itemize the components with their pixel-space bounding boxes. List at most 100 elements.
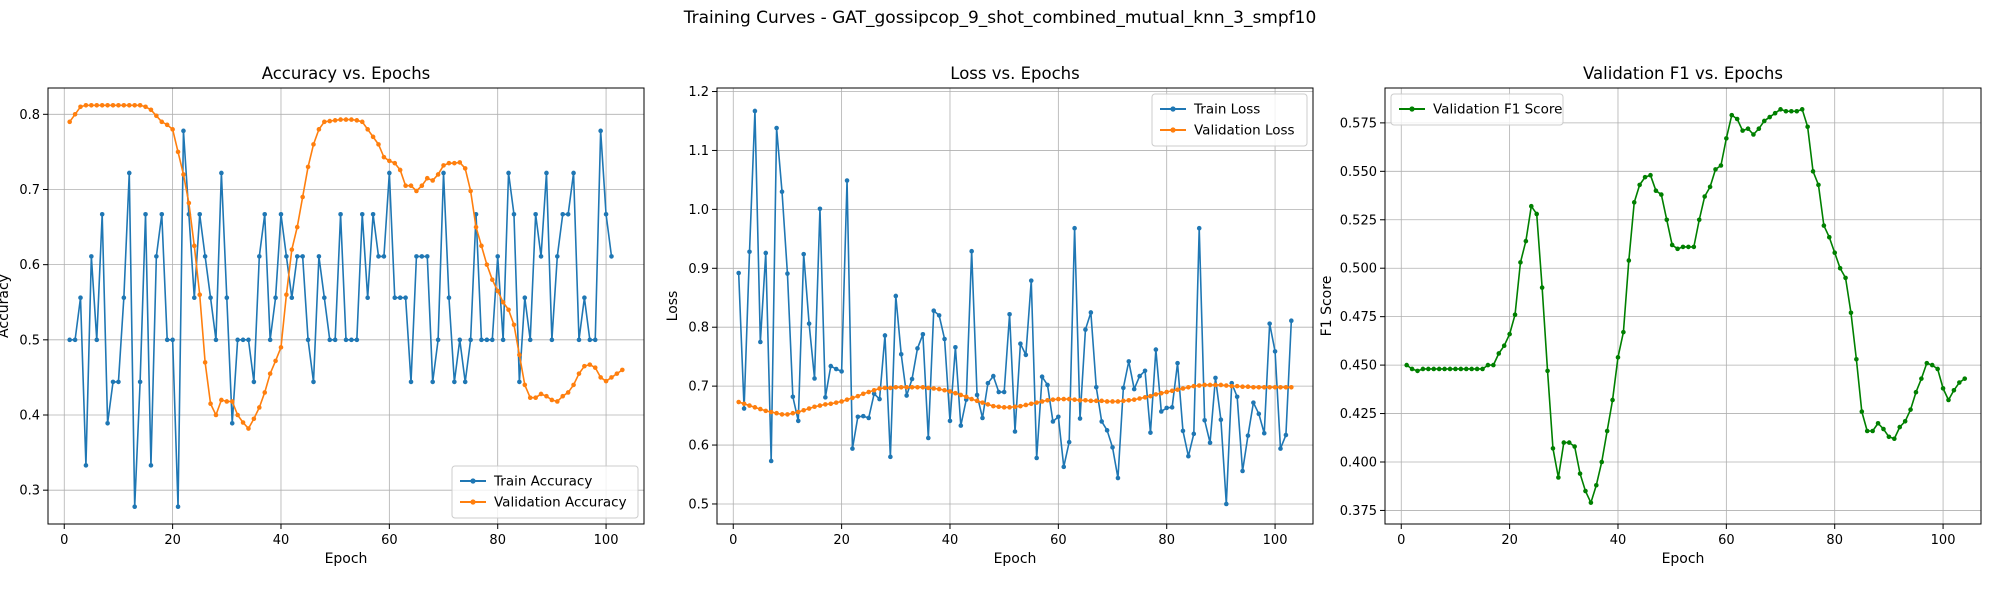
validation-accuracy-point bbox=[78, 104, 83, 110]
validation-f1-score-point bbox=[1615, 355, 1621, 360]
train-accuracy-point bbox=[202, 254, 208, 259]
accuracy-x-tick-label: 40 bbox=[273, 533, 290, 548]
validation-loss-point bbox=[1039, 399, 1045, 404]
loss-series bbox=[736, 108, 1294, 507]
validation-f1-score-point bbox=[1415, 368, 1420, 374]
validation-f1-score-point bbox=[1713, 167, 1718, 172]
validation-accuracy-point bbox=[154, 113, 159, 119]
validation-accuracy-point bbox=[83, 102, 89, 108]
validation-loss-point bbox=[1050, 397, 1056, 402]
accuracy-y-tick-label: 0.4 bbox=[19, 409, 40, 424]
validation-loss-point bbox=[806, 406, 812, 411]
loss-x-tick-label: 20 bbox=[833, 533, 850, 548]
validation-accuracy-point bbox=[571, 382, 576, 388]
validation-loss-point bbox=[1007, 405, 1012, 410]
loss-y-tick-label: 1.1 bbox=[688, 144, 709, 159]
validation-f1-score-point bbox=[1680, 244, 1686, 250]
train-loss-point bbox=[1104, 428, 1110, 433]
train-accuracy-point bbox=[598, 128, 603, 134]
validation-loss-point bbox=[936, 386, 942, 392]
validation-accuracy-point bbox=[452, 160, 457, 166]
validation-loss-point bbox=[953, 390, 958, 396]
validation-f1-score-point bbox=[1908, 407, 1913, 412]
validation-loss-point bbox=[1186, 385, 1191, 390]
validation-loss-point bbox=[1148, 393, 1153, 399]
validation-accuracy-point bbox=[208, 401, 213, 407]
train-accuracy-point bbox=[316, 254, 322, 259]
validation-accuracy-point bbox=[538, 391, 544, 397]
validation-loss-point bbox=[1061, 396, 1067, 402]
train-loss-point bbox=[1256, 411, 1262, 417]
train-loss-point bbox=[790, 394, 796, 400]
validation-accuracy-point bbox=[300, 194, 305, 200]
validation-accuracy-point bbox=[251, 416, 257, 422]
f1-y-tick-label: 0.550 bbox=[1340, 165, 1377, 180]
train-loss-point bbox=[893, 293, 899, 299]
validation-f1-score-point bbox=[1453, 366, 1458, 372]
validation-accuracy-point bbox=[370, 134, 376, 140]
validation-f1-score-point bbox=[1729, 112, 1735, 118]
loss-grid bbox=[717, 88, 1313, 524]
train-loss-point bbox=[812, 376, 817, 381]
legend-item-train-loss: Train Loss bbox=[1160, 102, 1260, 118]
f1-x-tick-label: 80 bbox=[1826, 533, 1843, 548]
train-loss-point bbox=[871, 391, 877, 397]
validation-f1-score-point bbox=[1621, 329, 1626, 335]
validation-loss-point bbox=[850, 395, 855, 401]
validation-loss-point bbox=[1229, 383, 1235, 389]
validation-accuracy-point bbox=[322, 119, 327, 125]
validation-f1-score-point bbox=[1556, 475, 1561, 480]
train-loss-point bbox=[1088, 310, 1094, 315]
legend-label-train-loss: Train Loss bbox=[1193, 102, 1260, 118]
train-accuracy-point bbox=[538, 254, 544, 259]
train-accuracy-point bbox=[105, 420, 110, 426]
loss-y-tick-label: 0.6 bbox=[688, 439, 709, 454]
validation-accuracy-point bbox=[614, 371, 620, 376]
validation-f1-score-point bbox=[1583, 488, 1588, 494]
train-loss-point bbox=[1202, 418, 1207, 423]
validation-f1-score-point bbox=[1897, 424, 1903, 430]
validation-f1-score-point bbox=[1805, 124, 1810, 130]
train-accuracy-point bbox=[387, 170, 392, 176]
validation-f1-score-point bbox=[1810, 169, 1816, 174]
train-loss-point bbox=[828, 363, 834, 369]
validation-f1-score-point bbox=[1794, 108, 1800, 114]
loss-x-tick-label: 40 bbox=[942, 533, 959, 548]
validation-accuracy-point bbox=[294, 224, 300, 230]
validation-accuracy-point bbox=[235, 412, 240, 418]
f1-chart-title: Validation F1 vs. Epochs bbox=[1583, 64, 1783, 83]
validation-f1-score-point bbox=[1653, 188, 1659, 193]
train-accuracy-point bbox=[446, 295, 452, 301]
validation-loss-point bbox=[1245, 384, 1251, 390]
train-loss-point bbox=[1007, 311, 1012, 317]
validation-loss-point bbox=[996, 404, 1002, 410]
validation-accuracy-point bbox=[284, 292, 289, 298]
validation-f1-score-point bbox=[1409, 366, 1415, 372]
legend-marker-validation-accuracy bbox=[470, 499, 476, 505]
validation-loss-point bbox=[1083, 397, 1088, 403]
validation-accuracy-point bbox=[397, 167, 403, 173]
validation-loss-point bbox=[763, 408, 769, 414]
train-loss-point bbox=[1018, 341, 1023, 347]
validation-loss-point bbox=[1001, 405, 1007, 410]
validation-loss-point bbox=[1018, 403, 1023, 409]
train-loss-point bbox=[1153, 347, 1159, 352]
train-accuracy-point bbox=[576, 337, 582, 343]
validation-accuracy-point bbox=[592, 365, 598, 370]
validation-f1-score-point bbox=[1734, 116, 1740, 122]
validation-accuracy-point bbox=[446, 160, 452, 166]
validation-accuracy-point bbox=[620, 367, 625, 373]
train-accuracy-point bbox=[322, 295, 327, 301]
validation-accuracy-point bbox=[403, 183, 408, 189]
validation-accuracy-point bbox=[484, 262, 490, 267]
validation-loss-point bbox=[942, 387, 947, 393]
validation-f1-score-point bbox=[1799, 107, 1805, 112]
validation-accuracy-point bbox=[506, 307, 511, 313]
train-loss-point bbox=[752, 108, 758, 114]
train-loss-point bbox=[1196, 225, 1202, 231]
validation-accuracy-point bbox=[338, 117, 343, 122]
train-accuracy-point bbox=[430, 379, 435, 385]
legend-marker-validation-loss bbox=[1170, 127, 1176, 133]
validation-loss-point bbox=[736, 399, 741, 405]
